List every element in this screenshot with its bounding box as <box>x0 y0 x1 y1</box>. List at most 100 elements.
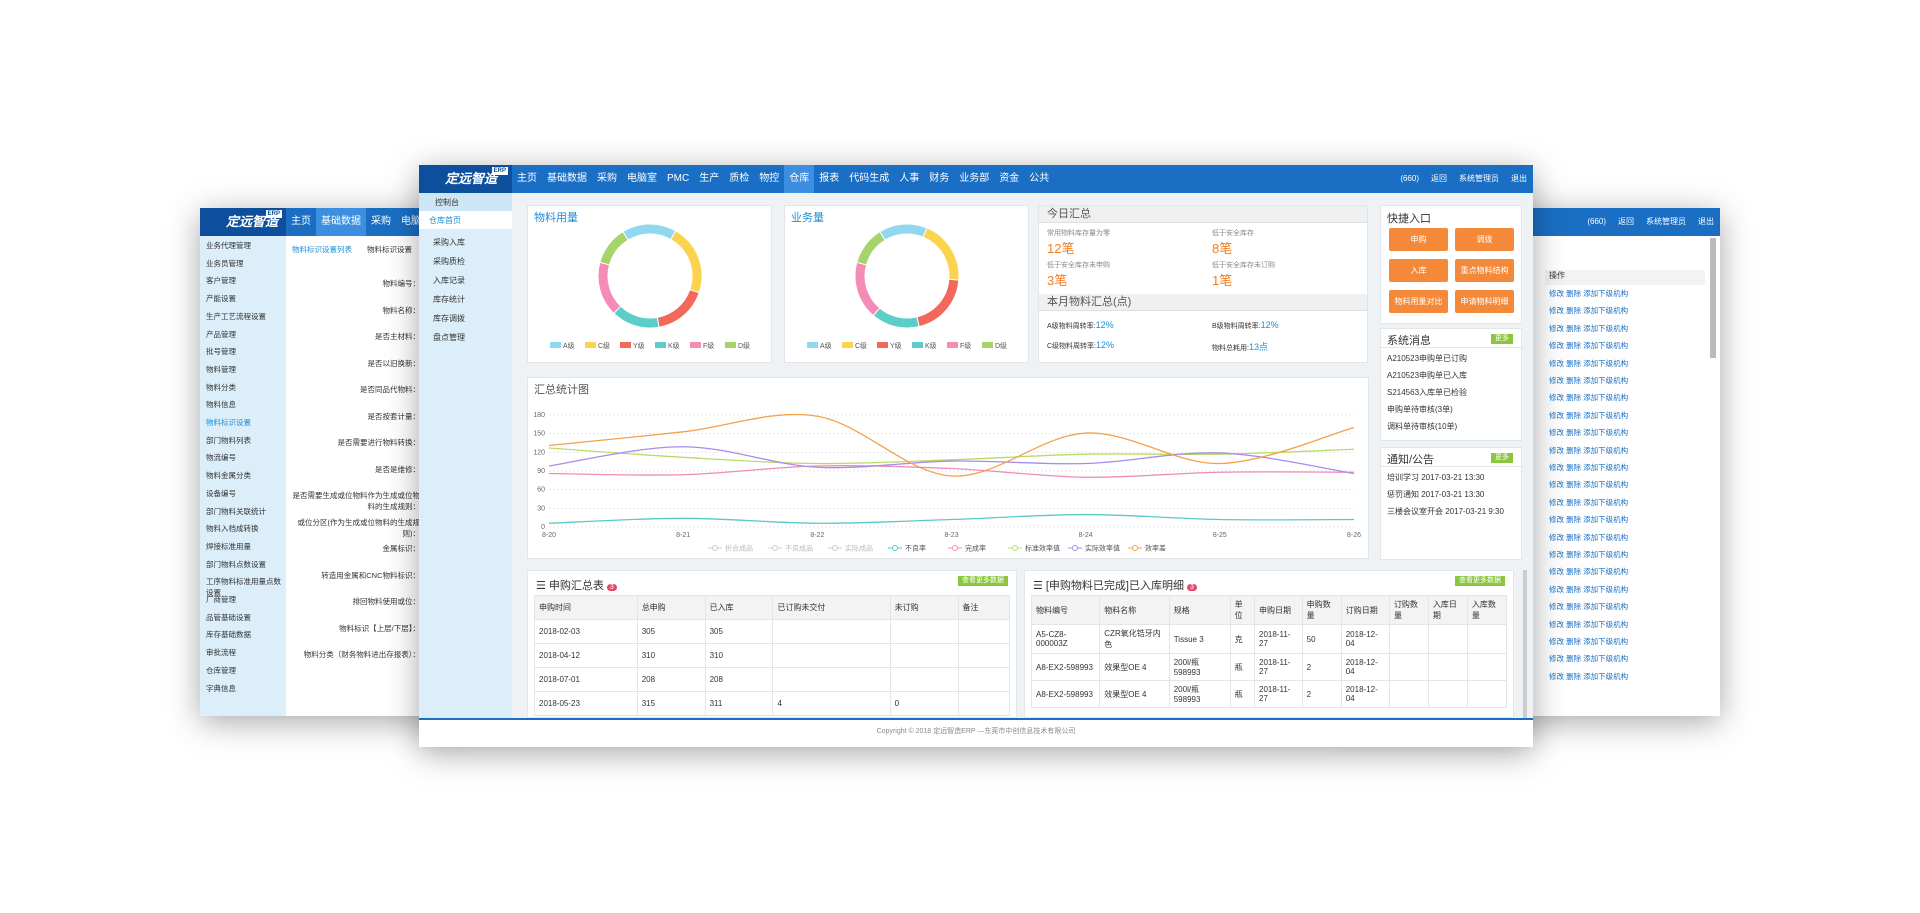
menu-item[interactable]: 设备编号 <box>206 488 236 498</box>
nav-item[interactable]: PMC <box>667 173 690 184</box>
quick-button[interactable]: 申购 <box>1389 228 1448 251</box>
nav-item[interactable]: 生产 <box>699 173 720 184</box>
list-item[interactable]: 培训学习 2017-03-21 13:30 <box>1387 473 1485 482</box>
quick-button[interactable]: 入库 <box>1389 259 1448 282</box>
more-button[interactable]: 更多 <box>1491 334 1513 344</box>
list-item[interactable]: A210523申购单已入库 <box>1387 371 1468 380</box>
user-count[interactable]: (660) <box>1400 174 1419 183</box>
user-user[interactable]: 系统管理员 <box>1646 217 1686 226</box>
menu-item[interactable]: 物料标识设置 <box>206 418 251 427</box>
sidebar-item[interactable]: 库存统计 <box>433 295 465 304</box>
row-actions[interactable]: 修改 删除 添加下级机构 <box>1549 323 1629 333</box>
user-back[interactable]: 返回 <box>1618 217 1634 226</box>
list-item[interactable]: 申购单待审核(3单) <box>1387 405 1453 414</box>
menu-item[interactable]: 品管基础设置 <box>206 612 251 622</box>
quick-button[interactable]: 物料用量对比 <box>1389 290 1448 313</box>
nav-item[interactable]: 资金 <box>999 173 1020 184</box>
row-actions[interactable]: 修改 删除 添加下级机构 <box>1549 445 1629 455</box>
menu-item[interactable]: 物料信息 <box>206 400 236 410</box>
row-actions[interactable]: 修改 删除 添加下级机构 <box>1549 497 1629 507</box>
menu-item[interactable]: 物流编号 <box>206 453 236 463</box>
row-actions[interactable]: 修改 删除 添加下级机构 <box>1549 376 1629 385</box>
user-logout[interactable]: 退出 <box>1511 174 1527 183</box>
tab[interactable]: 物料标识设置列表 <box>292 245 352 254</box>
sidebar-item[interactable]: 盘点管理 <box>433 333 465 342</box>
nav-item[interactable]: 财务 <box>929 173 950 184</box>
user-back[interactable]: 返回 <box>1431 174 1447 183</box>
nav-item[interactable]: 质检 <box>729 173 750 184</box>
user-logout[interactable]: 退出 <box>1698 217 1714 226</box>
row-actions[interactable]: 修改 删除 添加下级机构 <box>1549 619 1629 629</box>
more-button[interactable]: 查看更多数据 <box>958 576 1008 586</box>
row-actions[interactable]: 修改 删除 添加下级机构 <box>1549 341 1629 351</box>
list-item[interactable]: A210523申购单已订购 <box>1387 354 1468 363</box>
sidebar-item[interactable]: 采购质检 <box>433 257 465 266</box>
nav-item[interactable]: 物控 <box>759 173 780 184</box>
row-actions[interactable]: 修改 删除 添加下级机构 <box>1549 602 1629 612</box>
list-item[interactable]: 调料单待审核(10单) <box>1387 422 1458 431</box>
more-button[interactable]: 查看更多数据 <box>1455 576 1505 586</box>
row-actions[interactable]: 修改 删除 添加下级机构 <box>1549 550 1629 559</box>
quick-button[interactable]: 重点物料结构 <box>1455 259 1514 282</box>
sidebar-item[interactable]: 采购入库 <box>433 238 465 247</box>
menu-item[interactable]: 产能设置 <box>206 294 236 304</box>
nav-item[interactable]: 报表 <box>819 173 840 184</box>
menu-item[interactable]: 生产工艺流程设置 <box>206 311 266 321</box>
menu-item[interactable]: 部门物料列表 <box>206 435 251 445</box>
nav-item[interactable]: 采购 <box>597 173 617 184</box>
row-actions[interactable]: 修改 删除 添加下级机构 <box>1549 306 1629 316</box>
sidebar-item[interactable]: 库存调拨 <box>433 314 465 323</box>
user-user[interactable]: 系统管理员 <box>1459 174 1499 183</box>
row-actions[interactable]: 修改 删除 添加下级机构 <box>1549 567 1629 577</box>
nav-item[interactable]: 代码生成 <box>849 173 890 184</box>
quick-button[interactable]: 申请物料明细 <box>1455 290 1514 313</box>
menu-item[interactable]: 工序物料标准用量点数设置 <box>206 577 281 598</box>
menu-item[interactable]: 库存基础数据 <box>206 630 251 640</box>
row-actions[interactable]: 修改 删除 添加下级机构 <box>1549 515 1629 525</box>
nav-item[interactable]: 电脑 <box>401 216 421 227</box>
more-button[interactable]: 更多 <box>1491 453 1513 463</box>
menu-item[interactable]: 产品管理 <box>206 329 236 339</box>
menu-item[interactable]: 字典信息 <box>206 683 236 693</box>
nav-item[interactable]: 电脑室 <box>627 173 657 184</box>
nav-item[interactable]: 主页 <box>291 216 311 227</box>
list-item[interactable]: 惩罚通知 2017-03-21 13:30 <box>1387 490 1485 499</box>
menu-item[interactable]: 批号管理 <box>206 347 236 357</box>
sidebar-active[interactable]: 仓库首页 <box>419 211 512 229</box>
nav-item[interactable]: 公共 <box>1029 173 1050 184</box>
menu-item[interactable]: 审批流程 <box>206 648 236 658</box>
menu-item[interactable]: 物料分类 <box>206 382 236 392</box>
row-actions[interactable]: 修改 删除 添加下级机构 <box>1549 410 1629 420</box>
row-actions[interactable]: 修改 删除 添加下级机构 <box>1549 654 1629 664</box>
list-item[interactable]: 三楼会议室开会 2017-03-21 9:30 <box>1387 507 1504 516</box>
nav-item[interactable]: 主页 <box>517 173 537 184</box>
menu-item[interactable]: 部门物料关联统计 <box>206 506 266 516</box>
row-actions[interactable]: 修改 删除 添加下级机构 <box>1549 428 1629 438</box>
sidebar-item[interactable]: 入库记录 <box>433 276 465 285</box>
menu-item[interactable]: 客户管理 <box>206 276 236 286</box>
row-actions[interactable]: 修改 删除 添加下级机构 <box>1549 532 1629 542</box>
user-count[interactable]: (660) <box>1587 217 1606 226</box>
nav-item[interactable]: 基础数据 <box>316 208 366 236</box>
nav-item[interactable]: 采购 <box>371 216 391 227</box>
row-actions[interactable]: 修改 删除 添加下级机构 <box>1549 671 1629 681</box>
menu-item[interactable]: 物料入档成转换 <box>206 524 259 534</box>
row-actions[interactable]: 修改 删除 添加下级机构 <box>1549 289 1629 298</box>
menu-item[interactable]: 部门物料点数设置 <box>206 559 266 569</box>
nav-item[interactable]: 基础数据 <box>547 173 587 184</box>
row-actions[interactable]: 修改 删除 添加下级机构 <box>1549 584 1629 594</box>
row-actions[interactable]: 修改 删除 添加下级机构 <box>1549 358 1629 368</box>
row-actions[interactable]: 修改 删除 添加下级机构 <box>1549 637 1629 646</box>
nav-item[interactable]: 人事 <box>899 173 920 184</box>
nav-item[interactable]: 业务部 <box>959 173 990 184</box>
menu-item[interactable]: 物料金属分类 <box>206 471 251 481</box>
menu-item[interactable]: 厂商管理 <box>206 595 236 604</box>
row-actions[interactable]: 修改 删除 添加下级机构 <box>1549 480 1629 490</box>
row-actions[interactable]: 修改 删除 添加下级机构 <box>1549 393 1629 403</box>
tab[interactable]: 物料标识设置 <box>367 245 412 254</box>
nav-item[interactable]: 仓库 <box>784 165 815 193</box>
list-item[interactable]: S214563入库单已检验 <box>1387 388 1468 397</box>
menu-item[interactable]: 仓库管理 <box>206 665 236 675</box>
menu-item[interactable]: 物料管理 <box>206 364 236 374</box>
quick-button[interactable]: 调拨 <box>1455 228 1514 251</box>
